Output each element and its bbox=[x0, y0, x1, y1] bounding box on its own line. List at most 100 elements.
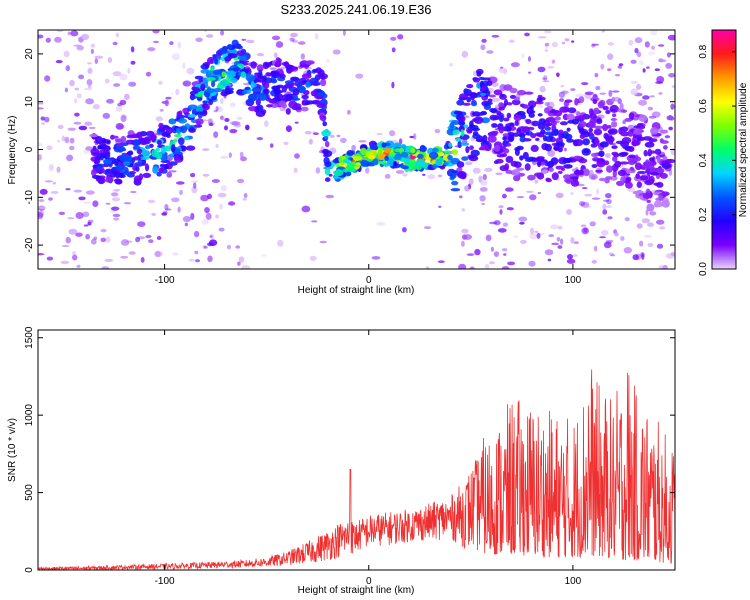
spectrogram-cell bbox=[128, 171, 136, 175]
spectrogram-cell bbox=[529, 110, 536, 114]
spectrogram-cell bbox=[579, 201, 586, 207]
spectrogram-cell bbox=[606, 165, 613, 173]
spectrogram-cell bbox=[420, 145, 427, 153]
spectrogram-cell bbox=[115, 179, 123, 185]
spectrogram-cell bbox=[451, 149, 459, 155]
spectrogram-cell bbox=[464, 124, 469, 129]
spectrogram-cell bbox=[334, 169, 344, 177]
spectrogram-cell bbox=[466, 96, 472, 103]
spectrogram-x-tick-label: 100 bbox=[565, 275, 582, 286]
spectrogram-cell bbox=[466, 253, 475, 256]
spectrogram-cell bbox=[220, 185, 227, 192]
spectrogram-cell bbox=[141, 150, 150, 157]
spectrogram-cell bbox=[239, 151, 244, 158]
spectrogram-cell bbox=[377, 153, 387, 160]
spectrogram-cell bbox=[609, 104, 619, 113]
spectrogram-cell bbox=[544, 126, 551, 131]
spectrogram-cell bbox=[535, 137, 540, 141]
spectrogram-cell bbox=[171, 53, 180, 61]
spectrogram-cell bbox=[529, 194, 537, 201]
spectrogram-cell bbox=[213, 109, 218, 113]
spectrogram-cell bbox=[70, 30, 79, 37]
spectrogram-cell bbox=[521, 104, 529, 109]
spectrogram-cell bbox=[498, 205, 504, 209]
spectrogram-cell bbox=[190, 212, 195, 220]
spectrogram-cell bbox=[435, 158, 443, 167]
spectrogram-cell bbox=[656, 155, 661, 164]
spectrogram-cell bbox=[594, 138, 600, 145]
spectrogram-cell bbox=[186, 67, 195, 75]
spectrogram-cell bbox=[46, 145, 53, 151]
spectrogram-cell bbox=[413, 133, 417, 140]
spectrogram-cell bbox=[472, 167, 481, 174]
spectrogram-cell bbox=[128, 150, 133, 154]
spectrogram-cell bbox=[179, 189, 183, 196]
spectrogram-cell bbox=[112, 71, 122, 77]
spectrogram-cell bbox=[294, 121, 299, 124]
spectrogram-cell bbox=[178, 137, 185, 146]
spectrogram-cell bbox=[510, 62, 520, 68]
spectrogram-cell bbox=[132, 139, 141, 146]
spectrogram-cell bbox=[646, 203, 655, 212]
spectrogram-cell bbox=[658, 264, 664, 269]
spectrogram-cell bbox=[115, 32, 120, 38]
spectrogram-cell bbox=[578, 121, 587, 128]
spectrogram-cell bbox=[277, 239, 284, 247]
spectrogram-cell bbox=[561, 90, 569, 94]
spectrogram-cell bbox=[484, 167, 493, 172]
spectrogram-cell bbox=[301, 73, 312, 79]
spectrogram-cell bbox=[44, 180, 53, 183]
spectrogram-cell bbox=[38, 253, 45, 256]
snr-x-axis-label: Height of straight line (km) bbox=[298, 585, 415, 596]
spectrogram-cell bbox=[255, 110, 266, 117]
spectrogram-cell bbox=[66, 154, 74, 162]
spectrogram-cell bbox=[551, 172, 559, 181]
spectrogram-cell bbox=[117, 102, 123, 107]
spectrogram-cell bbox=[611, 97, 616, 102]
spectrogram-cell bbox=[137, 221, 146, 228]
spectrogram-cell bbox=[544, 30, 552, 34]
spectrogram-cell bbox=[643, 149, 648, 157]
spectrogram-cell bbox=[132, 145, 141, 150]
spectrogram-cell bbox=[589, 113, 597, 120]
spectrogram-cell bbox=[127, 67, 131, 74]
spectrogram-cell bbox=[188, 128, 196, 133]
spectrogram-cell bbox=[94, 55, 104, 59]
snr-y-axis-label: SNR (10 * v/v) bbox=[7, 418, 18, 482]
spectrogram-cell bbox=[638, 114, 648, 123]
spectrogram-cell bbox=[104, 258, 114, 262]
spectrogram-cell bbox=[378, 161, 387, 165]
spectrogram-cell bbox=[519, 155, 524, 161]
spectrogram-cell bbox=[86, 79, 93, 86]
spectrogram-cell bbox=[511, 169, 520, 176]
spectrogram-cell bbox=[618, 152, 628, 158]
spectrogram-cell bbox=[87, 67, 93, 74]
spectrogram-cell bbox=[597, 101, 605, 109]
spectrogram-cell bbox=[242, 197, 247, 201]
spectrogram-cell bbox=[342, 159, 351, 163]
spectrogram-cell bbox=[263, 82, 270, 89]
spectrogram-cell bbox=[355, 162, 362, 166]
spectrogram-cell bbox=[211, 80, 216, 88]
spectrogram-cell bbox=[376, 222, 386, 226]
spectrogram-cell bbox=[599, 141, 609, 148]
spectrogram-cell bbox=[299, 64, 307, 68]
spectrogram-cell bbox=[580, 201, 590, 208]
spectrogram-cell bbox=[602, 203, 607, 211]
spectrogram-cell bbox=[97, 146, 105, 150]
spectrogram-cell bbox=[478, 76, 486, 81]
spectrogram-cell bbox=[156, 139, 162, 146]
spectrogram-cell bbox=[567, 107, 577, 114]
spectrogram-cell bbox=[558, 132, 565, 139]
spectrogram-cell bbox=[649, 211, 657, 216]
spectrogram-cell bbox=[61, 245, 70, 247]
spectrogram-cell bbox=[175, 88, 180, 96]
spectrogram-cell bbox=[195, 118, 204, 125]
spectrogram-cell bbox=[665, 62, 673, 69]
spectrogram-cell bbox=[322, 121, 328, 127]
spectrogram-cell bbox=[423, 226, 432, 230]
spectrogram-cell bbox=[178, 154, 184, 161]
spectrogram-cell bbox=[506, 112, 512, 119]
spectrogram-cell bbox=[469, 145, 474, 151]
